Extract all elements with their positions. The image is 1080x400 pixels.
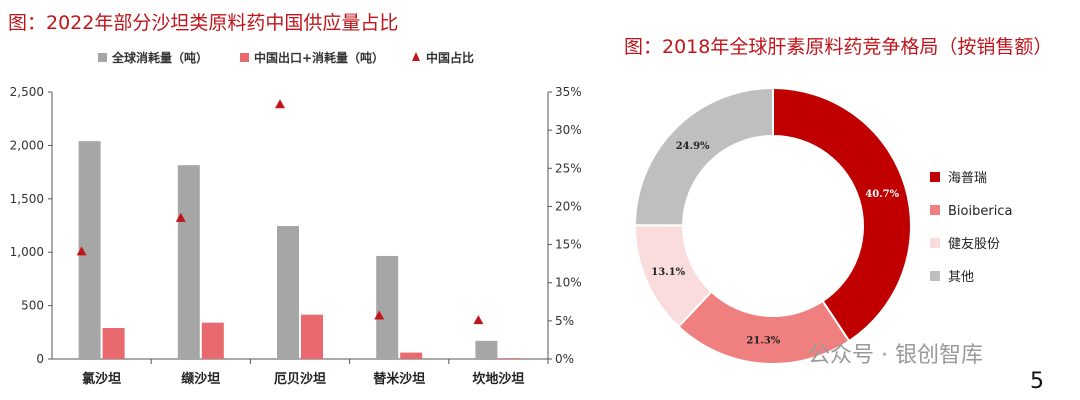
left-chart-title: 图：2022年部分沙坦类原料药中国供应量占比: [8, 12, 399, 34]
legend-swatch: [930, 271, 940, 281]
left-tick-label: 0: [36, 352, 44, 366]
legend-marker: [412, 52, 420, 61]
left-tick-label: 2,500: [10, 85, 44, 99]
right-tick-label: 35%: [555, 85, 582, 99]
right-tick-label: 15%: [555, 238, 582, 252]
category-label: 厄贝沙坦: [274, 372, 326, 387]
donut-value-label: 40.7%: [865, 189, 899, 200]
donut-slice: [633, 86, 774, 227]
left-tick-label: 500: [21, 299, 44, 313]
legend-swatch: [930, 205, 940, 215]
legend-label: 其他: [948, 270, 974, 285]
watermark-text: 公众号 · 银创智库: [808, 343, 983, 368]
marker-china-share: [473, 315, 484, 325]
legend-label: Bioiberica: [948, 204, 1012, 219]
page-number: 5: [1030, 369, 1044, 394]
donut-value-label: 24.9%: [676, 141, 710, 152]
category-label: 替米沙坦: [373, 371, 425, 387]
right-tick-label: 30%: [555, 123, 582, 137]
bar-chart-legend: 全球消耗量（吨） 中国出口+消耗量（吨） 中国占比: [98, 50, 474, 65]
bar-china-supply: [201, 322, 224, 359]
legend-label: 中国占比: [426, 50, 474, 65]
bar-china-supply: [400, 352, 423, 359]
category-label: 缬沙坦: [181, 371, 220, 387]
legend-label: 中国出口+消耗量（吨）: [254, 50, 384, 65]
bar-global-consumption: [277, 226, 299, 359]
legend-label: 全球消耗量（吨）: [111, 50, 208, 65]
legend-swatch: [930, 238, 940, 248]
right-tick-label: 20%: [555, 199, 582, 213]
marker-china-share: [76, 246, 87, 256]
legend-label: 健友股份: [948, 236, 1000, 252]
category-label: 氯沙坦: [82, 371, 121, 387]
marker-china-share: [275, 99, 285, 109]
donut-value-label: 21.3%: [746, 336, 780, 347]
bar-china-supply: [301, 314, 323, 359]
bar-global-consumption: [78, 141, 101, 359]
bar-global-consumption: [177, 165, 200, 359]
marker-china-share: [175, 212, 186, 222]
bar-china-supply: [499, 358, 522, 359]
bar-chart: 0 500 1,000 1,500 2,000 2,500 0% 5% 10% 15% 20% 25%…: [10, 50, 582, 387]
bar-global-consumption: [475, 340, 498, 359]
bar-china-supply: [102, 328, 125, 359]
category-label: 坎地沙坦: [472, 371, 524, 387]
right-tick-label: 10%: [555, 276, 582, 290]
legend-label: 海普瑞: [948, 171, 987, 186]
marker-china-share: [374, 310, 385, 320]
legend-swatch: [98, 53, 107, 62]
donut-slice: [772, 86, 912, 343]
bar-global-consumption: [376, 255, 399, 359]
left-tick-label: 2,000: [10, 138, 44, 152]
right-chart-title: 图：2018年全球肝素原料药竞争格局（按销售额）: [624, 36, 1053, 58]
right-tick-label: 5%: [555, 314, 574, 328]
right-tick-label: 0%: [555, 352, 574, 366]
left-tick-label: 1,000: [10, 245, 44, 259]
legend-swatch: [240, 53, 249, 62]
legend-swatch: [930, 172, 940, 182]
left-tick-label: 1,500: [10, 192, 44, 206]
donut-value-label: 13.1%: [651, 267, 685, 278]
right-tick-label: 25%: [555, 161, 582, 175]
